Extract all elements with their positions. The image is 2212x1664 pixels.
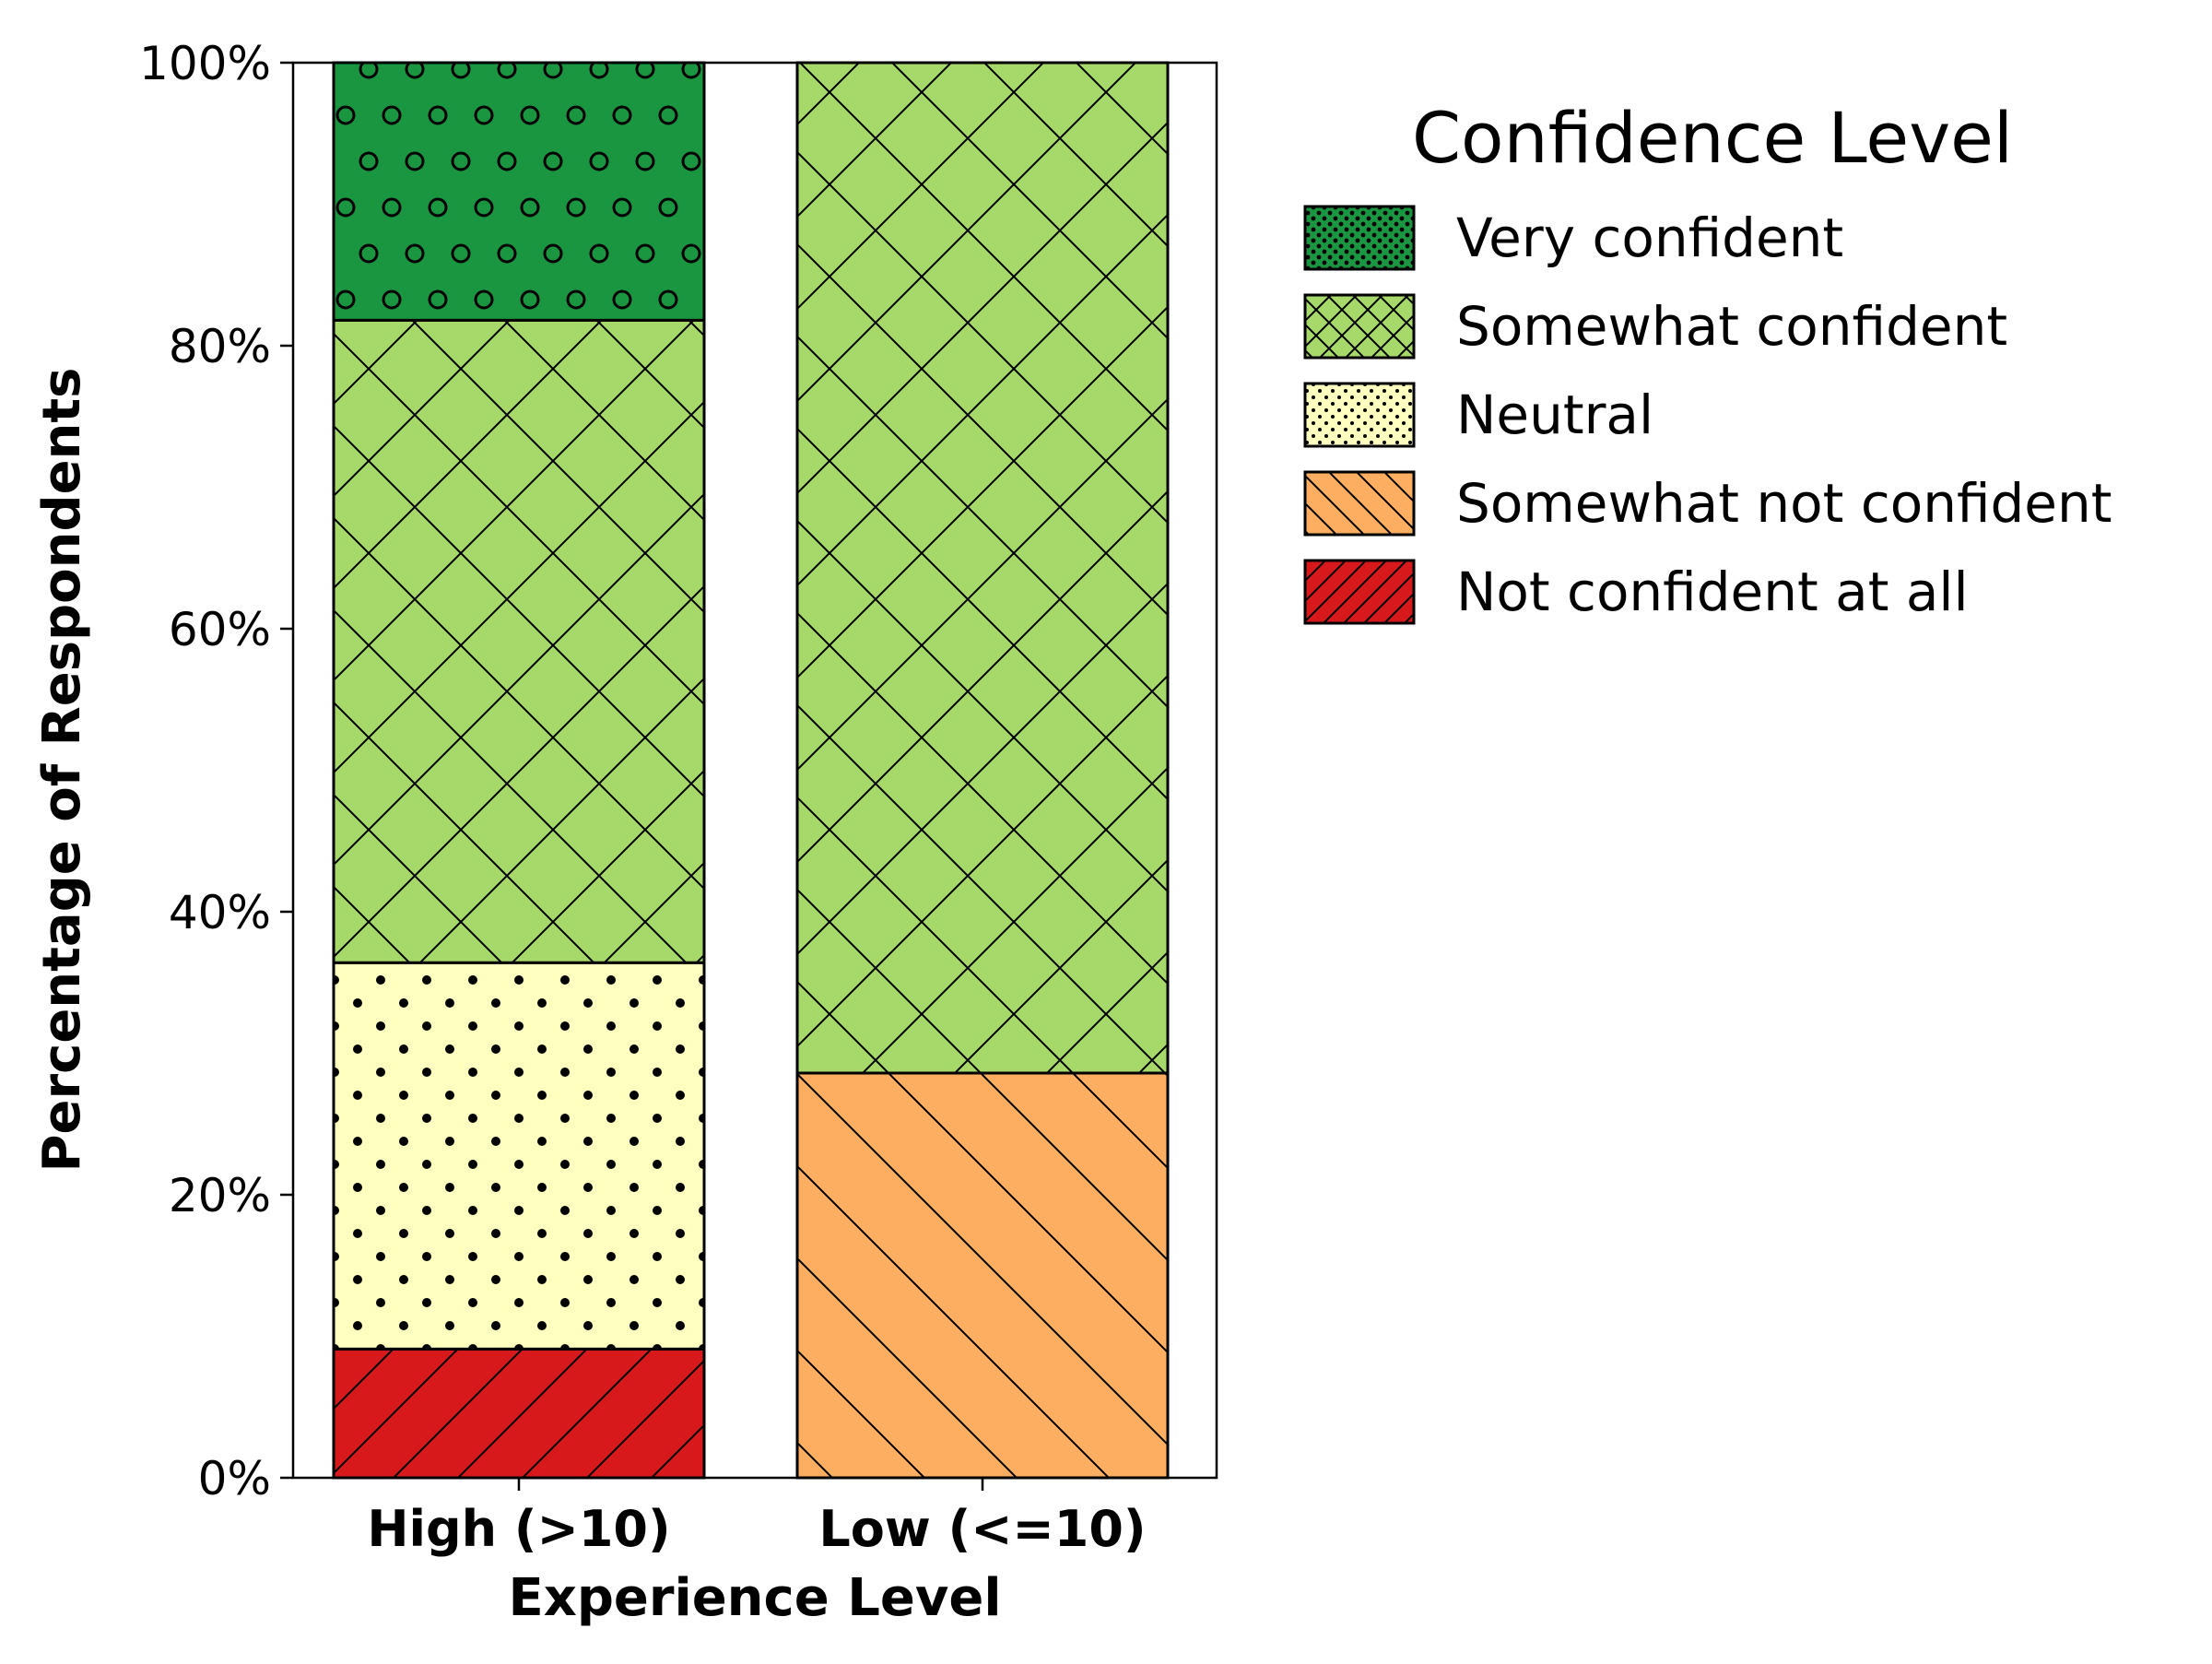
y-axis-title: Percentage of Respondents [32,367,92,1172]
legend-swatch [1303,205,1416,271]
legend-label: Neutral [1456,384,1653,446]
legend-item-somewhat-confident: Somewhat confident [1303,293,2007,360]
legend-item-neutral: Neutral [1303,382,1653,448]
legend: Confidence Level Very confident Somewhat … [1303,97,2112,625]
legend-title: Confidence Level [1412,97,2013,179]
legend-swatch [1303,559,1416,625]
bar-segment-low-10-somewhat-not-confident [795,1071,1170,1480]
y-tick-label: 20% [169,1169,271,1222]
bar-segment-high-10-somewhat-confident [332,318,706,964]
legend-swatch [1303,293,1416,360]
legend-item-not-confident-at-all: Not confident at all [1303,559,1969,625]
x-tick-label: High (>10) [367,1500,670,1558]
y-axis: 0% 20% 40% 60% 80% 100% [139,37,293,1505]
legend-label: Not confident at all [1456,561,1969,623]
y-tick-label: 80% [169,320,271,373]
y-tick-label: 0% [198,1452,271,1505]
legend-item-somewhat-not-confident: Somewhat not confident [1303,470,2112,537]
bar-segment-high-10-neutral [332,961,706,1351]
legend-swatch [1303,382,1416,448]
legend-label: Very confident [1456,207,1843,269]
bar-segment-high-10-not-confident-at-all [332,1347,706,1480]
legend-label: Somewhat not confident [1456,472,2112,535]
x-axis-title: Experience Level [508,1568,1001,1628]
x-tick-label: Low (<=10) [818,1500,1146,1558]
bars-layer [332,61,1170,1480]
y-tick-label: 60% [169,603,271,656]
y-tick-label: 40% [169,886,271,939]
plot-frame [291,61,1218,1480]
bar-segment-high-10-very-confident [332,61,706,322]
bar-segment-low-10-somewhat-confident [795,61,1170,1075]
legend-swatch [1303,470,1416,537]
legend-label: Somewhat confident [1456,295,2007,358]
y-tick-label: 100% [139,37,271,90]
x-axis: High (>10) Low (<=10) [367,1478,1147,1558]
legend-item-very-confident: Very confident [1303,205,1843,271]
